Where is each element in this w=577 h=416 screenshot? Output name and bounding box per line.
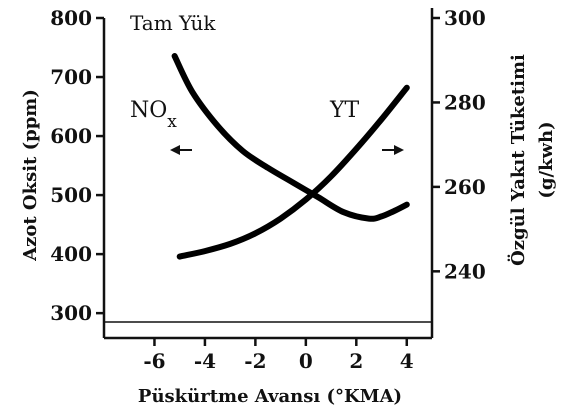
left-tick-label: 700	[50, 65, 92, 89]
x-tick-label: 4	[400, 349, 414, 373]
x-axis-title: Püskürtme Avansı (°KMA)	[138, 386, 402, 407]
x-tick-label: -2	[244, 349, 266, 373]
series-label-nox-base: NO	[130, 98, 167, 123]
series-label-nox-sub: x	[167, 112, 177, 132]
right-y-ticks: 240 260 280 300	[432, 6, 486, 283]
x-tick-label: 0	[299, 349, 313, 373]
series-label-nox: NOx	[130, 98, 177, 132]
left-tick-label: 500	[50, 183, 92, 207]
x-tick-label: -4	[194, 349, 216, 373]
left-tick-label: 400	[50, 242, 92, 266]
arrow-left-icon	[170, 145, 192, 155]
series-lines	[171, 53, 410, 260]
left-axis-title: Azot Oksit (ppm)	[20, 89, 41, 262]
series-line-nox	[176, 84, 410, 260]
right-tick-label: 280	[444, 90, 486, 114]
x-tick-label: -6	[143, 349, 165, 373]
right-axis-title-line1: Özgül Yakıt Tüketimi	[506, 54, 529, 266]
axes	[102, 8, 434, 340]
right-tick-label: 260	[444, 175, 486, 199]
arrow-right-icon	[382, 145, 404, 155]
right-tick-label: 300	[444, 6, 486, 30]
series-label-yt: YT	[329, 98, 360, 123]
x-tick-label: 2	[349, 349, 363, 373]
left-tick-label: 300	[50, 301, 92, 325]
right-tick-label: 240	[444, 259, 486, 283]
left-tick-label: 600	[50, 124, 92, 148]
right-axis-title-line2: (g/kwh)	[536, 121, 557, 198]
load-condition-label: Tam Yük	[130, 11, 216, 35]
series-line-yt	[171, 53, 410, 222]
x-ticks: -6 -4 -2 0 2 4	[143, 338, 414, 373]
left-tick-label: 800	[50, 6, 92, 30]
left-y-ticks: 300 400 500 600 700 800	[50, 6, 104, 325]
